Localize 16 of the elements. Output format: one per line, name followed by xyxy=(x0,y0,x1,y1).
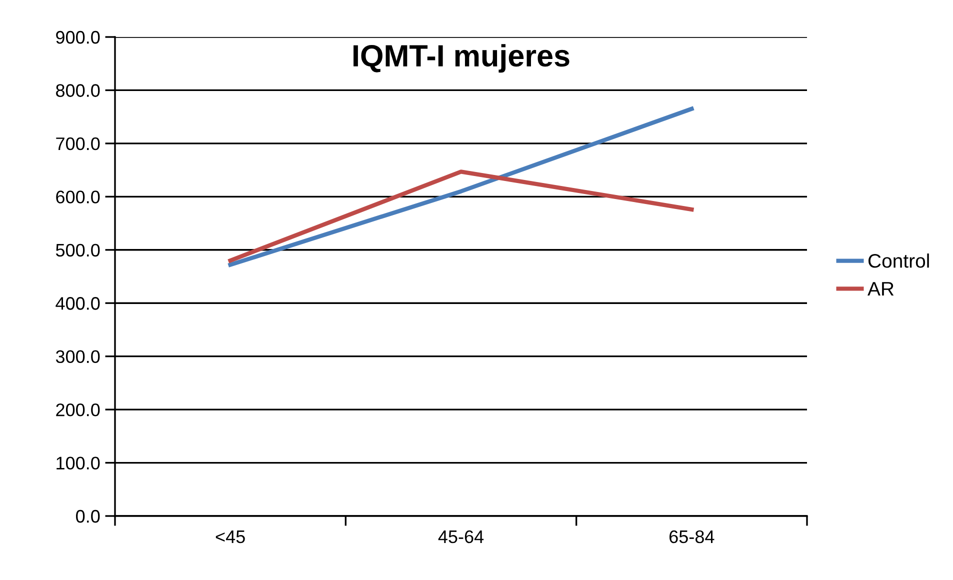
y-tick-label: 0.0 xyxy=(76,510,100,523)
y-tick-label: 400.0 xyxy=(56,297,100,310)
legend-label: AR xyxy=(868,282,894,296)
x-tick-label: 65-84 xyxy=(669,530,714,544)
y-tick-label: 500.0 xyxy=(56,244,100,257)
y-tick-label: 200.0 xyxy=(56,403,100,416)
chart-title: IQMT-I mujeres xyxy=(354,44,570,73)
x-tick-label: 45-64 xyxy=(438,530,484,544)
x-tick-label: <45 xyxy=(216,530,245,544)
y-tick-label: 300.0 xyxy=(56,350,100,364)
y-tick-label: 800.0 xyxy=(56,84,100,97)
y-tick-label: 600.0 xyxy=(56,190,100,204)
legend-label: Control xyxy=(868,254,929,268)
y-tick-label: 700.0 xyxy=(56,137,100,150)
y-tick-label: 900.0 xyxy=(56,30,100,44)
y-tick-label: 100.0 xyxy=(56,456,100,470)
